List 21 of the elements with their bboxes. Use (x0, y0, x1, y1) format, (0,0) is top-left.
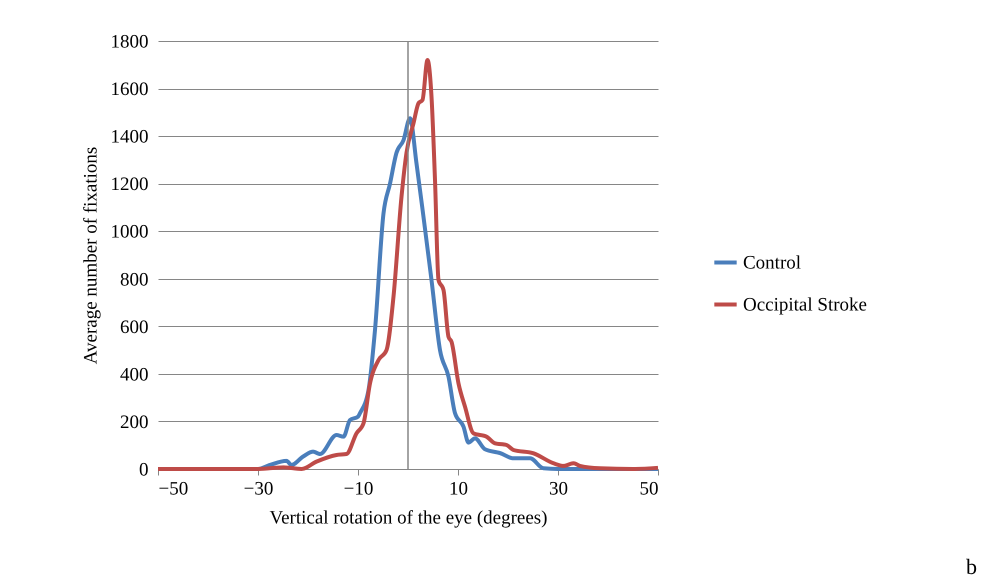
y-tick-label: 1400 (110, 126, 148, 148)
y-tick-label: 1000 (110, 222, 148, 243)
y-axis-title: Average number of fixations (80, 146, 102, 364)
y-tick-label: 400 (120, 364, 148, 386)
x-tick-label: −10 (344, 478, 374, 500)
y-tick-label: 800 (120, 269, 148, 290)
legend-label: Control (743, 252, 802, 274)
y-tick-label: 200 (120, 412, 148, 433)
y-tick-label: 600 (120, 316, 148, 338)
x-axis-title: Vertical rotation of the eye (degrees) (269, 508, 548, 528)
y-tick-label: 1800 (110, 32, 148, 52)
x-tick-label: −50 (158, 478, 188, 500)
x-tick-label: 30 (549, 478, 568, 500)
y-tick-label: 1200 (110, 174, 148, 196)
x-tick-label: 10 (449, 478, 468, 500)
y-tick-label: 0 (139, 460, 148, 480)
legend-label: Occipital Stroke (743, 294, 867, 316)
x-tick-label: 50 (640, 478, 658, 500)
x-tick-label: −30 (244, 478, 274, 500)
y-tick-label: 1600 (110, 79, 148, 100)
text: b (966, 554, 977, 580)
